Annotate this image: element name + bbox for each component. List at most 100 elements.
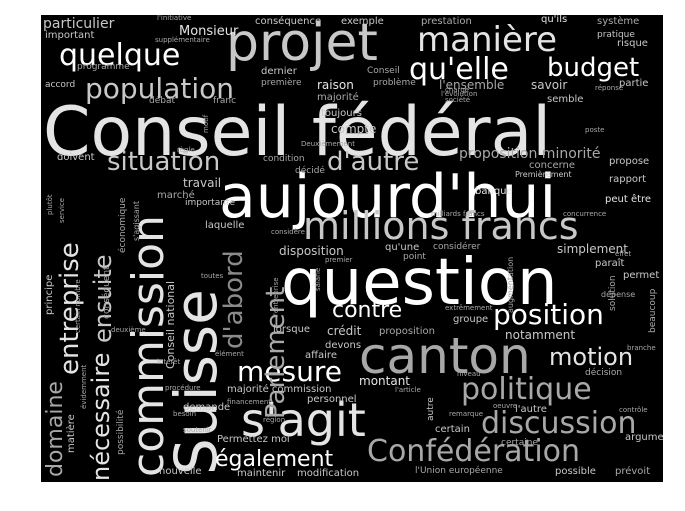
word-augmentation: augmentation [506, 256, 515, 313]
word-l-ensemble: l'ensemble [439, 78, 505, 92]
word-certain: certain [435, 424, 470, 435]
word-s-agit: s'agit [241, 393, 366, 447]
word-aujourdhui: aujourd'hui [219, 162, 557, 232]
word-l-autre: l'autre [515, 404, 547, 415]
word-supplementaire: supplémentaire [155, 36, 210, 44]
word-devons: devons [325, 340, 362, 351]
word-salarie: salarié [314, 267, 322, 291]
word-probleme: problème [373, 78, 416, 88]
word-question: question [281, 246, 558, 320]
word-quelque: quelque [59, 38, 181, 73]
word-montant: montant [359, 374, 411, 388]
word-projet: projet [226, 15, 378, 73]
word-d-autre: d'autre [327, 147, 420, 177]
word-charge: charge [445, 86, 470, 94]
word-certain-nombre: certain nombre [74, 279, 82, 333]
word-maintenir: maintenir [237, 468, 286, 479]
word-importante: importante [185, 198, 236, 208]
word-concurrence: concurrence [563, 210, 607, 218]
word-disposition: disposition [279, 244, 344, 258]
word-domaine: domaine [43, 381, 68, 477]
word-necessaire: nécessaire [87, 352, 115, 481]
word-premiere: première [261, 78, 302, 88]
word-depense: dépense [601, 290, 636, 299]
word-element: élément [215, 350, 244, 358]
word-systeme: système [597, 16, 640, 27]
word-s-agissant: s'agissant [132, 200, 141, 241]
word-effet: effet [615, 250, 632, 258]
word-region: région [263, 416, 286, 424]
word-procedure: procédure [165, 384, 201, 392]
word-evidemment: évidemment [80, 364, 88, 409]
word-cloud: Conseil fédéral aujourd'hui question pro… [41, 15, 663, 482]
word-millions-francs: millions francs [303, 204, 579, 248]
word-doivent: doivent [57, 152, 95, 163]
word-monsieur: Monsieur [179, 24, 239, 39]
word-matiere: matière [66, 414, 77, 453]
word-certaine: certaine [501, 438, 538, 448]
word-condition: condition [263, 154, 305, 164]
word-premier: premier [325, 256, 353, 264]
word-demande: demande [183, 402, 231, 413]
word-concerne: concerne [529, 160, 576, 171]
word-majorite-commission: majorité commission [227, 384, 332, 395]
word-autre: autre [426, 397, 436, 421]
word-financement: financement [227, 398, 272, 406]
word-controle: contrôle [619, 406, 648, 414]
word-travail: travail [183, 176, 222, 190]
word-confederation: Confédération [367, 434, 581, 469]
word-lorsque: lorsque [273, 324, 311, 335]
word-prevoit: prévoit [615, 466, 651, 477]
word-interet: intérêt [157, 358, 181, 366]
word-modification: modification [297, 468, 360, 479]
word-deuxiemement: Deuxièmement [301, 140, 355, 148]
word-conseil-federal: Conseil fédéral [43, 93, 552, 172]
word-societe: société [445, 96, 471, 104]
word-programme: programme [77, 62, 130, 72]
word-contre: contre [332, 298, 403, 323]
word-proposition-minorite: proposition minorité [459, 146, 601, 162]
word-position: position [493, 298, 604, 331]
word-union-europeenne: l'Union européenne [415, 466, 503, 476]
word-franc: franc [213, 96, 237, 106]
word-permettez-moi: Permettez moi [217, 434, 290, 445]
word-economique: économique [118, 197, 128, 253]
word-dernier: dernier [261, 66, 297, 77]
word-poste: poste [585, 126, 605, 134]
word-peut-etre: peut être [605, 194, 652, 205]
word-argument: argument [625, 432, 663, 443]
word-quune: qu'une [385, 242, 420, 253]
word-marche: marché [157, 190, 195, 201]
word-exemple: exemple [341, 16, 384, 27]
word-discussion: discussion [481, 406, 637, 441]
word-d-abord: d'abord [219, 250, 249, 349]
word-population: population [85, 72, 234, 105]
word-debat: débat [149, 96, 176, 106]
word-pratique: pratique [597, 30, 635, 40]
word-accord: accord [45, 80, 76, 90]
word-groupe: groupe [453, 314, 489, 325]
word-decision: décision [585, 368, 623, 378]
word-propose: propose [609, 156, 650, 167]
word-canton: canton [359, 327, 531, 385]
word-raison: raison [317, 78, 354, 92]
word-considere: considère [271, 228, 305, 236]
word-credit: crédit [327, 324, 362, 338]
word-decide: décidé [295, 166, 325, 176]
word-milliards-francs: milliards francs [431, 210, 485, 218]
word-mesure: mesure [237, 355, 342, 388]
word-quelle: qu'elle [409, 52, 509, 87]
word-consequent: conséquent [102, 266, 112, 319]
word-remarque: remarque [449, 410, 484, 418]
word-conseil-national: Conseil national [164, 280, 177, 369]
word-regle: règle [177, 146, 195, 154]
word-majorite: majorité [317, 92, 359, 103]
word-proposition: proposition [379, 326, 435, 337]
word-besoin: besoin [173, 410, 197, 418]
word-principe: principe [44, 274, 55, 315]
word-nouvelle: nouvelle [159, 466, 202, 477]
word-laquelle: laquelle [205, 220, 245, 231]
word-quils: qu'ils [541, 15, 568, 25]
word-maniere: manière [417, 20, 558, 60]
word-particulier: particulier [43, 16, 115, 32]
